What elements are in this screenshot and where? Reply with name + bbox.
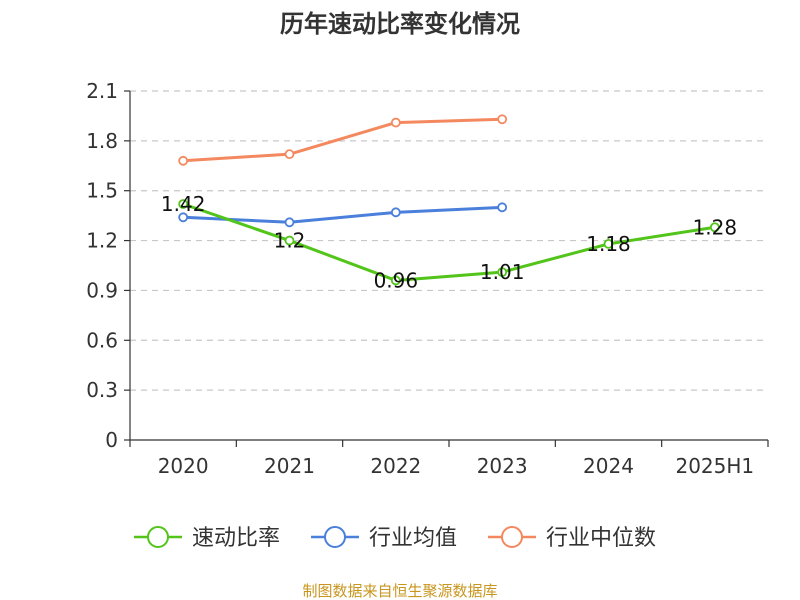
legend-marker [501, 526, 523, 548]
legend[interactable]: 速动比率 行业均值 行业中位数 [134, 526, 656, 551]
data-label: 1.28 [693, 215, 738, 239]
series-line-1 [182, 202, 716, 282]
legend-label: 速动比率 [192, 526, 280, 551]
y-tick-label: 0.6 [86, 328, 118, 352]
data-label: 1.42 [161, 192, 206, 216]
x-tick-label: 2024 [583, 454, 634, 478]
y-tick-label: 1.2 [86, 229, 118, 253]
source-note: 制图数据来自恒生聚源数据库 [302, 582, 497, 600]
data-point[interactable] [390, 117, 401, 128]
y-tick-label: 0.9 [86, 278, 118, 302]
data-label: 1.01 [480, 260, 525, 284]
legend-item-2[interactable]: 行业均值 [311, 526, 457, 551]
x-tick-label: 2023 [477, 454, 528, 478]
data-point[interactable] [497, 267, 508, 278]
x-tick-label: 2022 [370, 454, 421, 478]
data-point[interactable] [709, 222, 720, 233]
y-tick-label: 2.1 [86, 79, 118, 103]
y-tick-label: 0.3 [86, 378, 118, 402]
data-point[interactable] [390, 275, 401, 286]
axes: 0 0.3 0.6 0.9 1.2 1.5 1.8 2.1 2020 2021 2022 2023 20… [86, 79, 769, 478]
data-point[interactable] [178, 212, 189, 223]
series-line-3 [183, 117, 503, 163]
data-point[interactable] [603, 238, 614, 249]
data-label: 1.2 [274, 229, 306, 253]
data-point[interactable] [178, 155, 189, 166]
data-point[interactable] [284, 149, 295, 160]
x-tick-label: 2021 [264, 454, 315, 478]
legend-item-3[interactable]: 行业中位数 [488, 526, 656, 551]
legend-label: 行业中位数 [546, 526, 656, 551]
legend-marker [324, 526, 346, 548]
legend-label: 行业均值 [369, 526, 457, 551]
data-point[interactable] [284, 217, 295, 228]
data-point[interactable] [497, 202, 508, 213]
data-point[interactable] [390, 207, 401, 218]
x-tick-label: 2025H1 [675, 454, 754, 478]
chart-title: 历年速动比率变化情况 [280, 10, 520, 38]
data-point[interactable] [178, 199, 189, 209]
data-label: 1.18 [586, 232, 631, 256]
y-tick-label: 1.8 [86, 129, 118, 153]
y-tick-label: 0 [105, 428, 118, 452]
y-tick-label: 1.5 [86, 179, 118, 203]
grid-lines [130, 90, 768, 391]
data-labels: 1.42 1.2 0.96 1.01 1.18 1.28 [161, 192, 737, 292]
legend-marker [147, 526, 169, 548]
series-line-2 [183, 205, 503, 224]
series-lines [178, 114, 720, 286]
x-tick-label: 2020 [158, 454, 209, 478]
data-point[interactable] [284, 235, 295, 246]
data-label: 0.96 [374, 268, 419, 292]
data-point[interactable] [497, 114, 508, 125]
legend-item-1[interactable]: 速动比率 [134, 526, 280, 551]
